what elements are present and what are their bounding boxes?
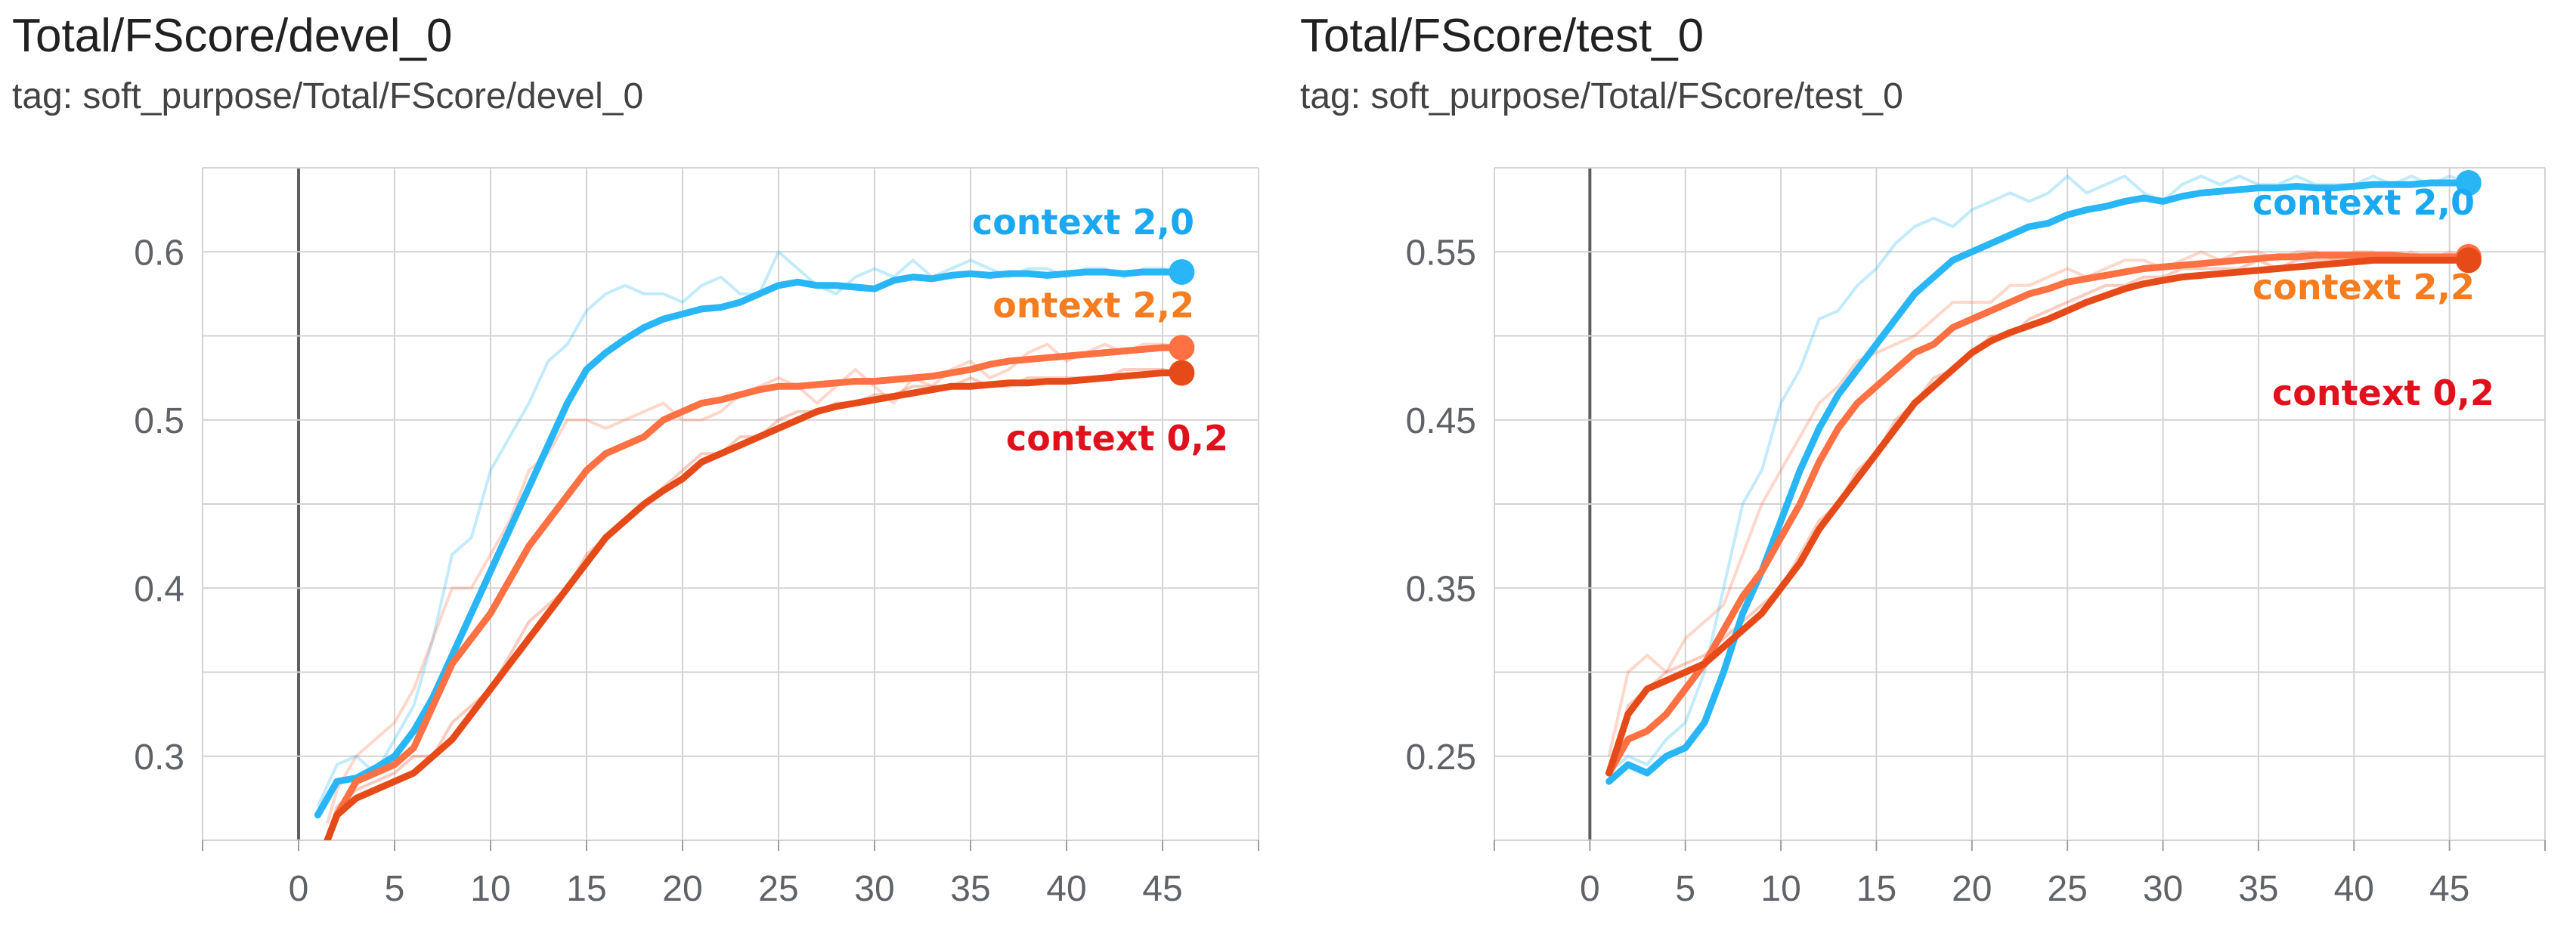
chart-tag: tag: soft_purpose/Total/FScore/test_0 <box>1300 76 1903 116</box>
series-raw-line-2 <box>326 368 1182 840</box>
x-tick-label: 30 <box>854 869 894 909</box>
chart-panel-test: Total/FScore/test_0 tag: soft_purpose/To… <box>1288 0 2573 937</box>
x-tick-label: 20 <box>662 869 702 909</box>
series-end-point-2[interactable] <box>2455 247 2482 274</box>
series-label-0: context 2,0 <box>2252 182 2475 223</box>
series-line-2[interactable] <box>324 369 1185 840</box>
x-tick-label: 25 <box>2047 869 2087 909</box>
x-tick-label: 10 <box>470 869 510 909</box>
series-raw-line-0 <box>316 250 1182 808</box>
x-tick-label: 45 <box>1142 869 1182 909</box>
series-line-1[interactable] <box>324 344 1185 840</box>
series-line-0[interactable] <box>1605 179 2472 785</box>
y-tick-label: 0.25 <box>1406 738 1476 778</box>
x-tick-label: 35 <box>2238 869 2278 909</box>
series-end-point-0[interactable] <box>1169 258 1195 285</box>
chart-tag: tag: soft_purpose/Total/FScore/devel_0 <box>12 76 644 116</box>
x-tick-label: 40 <box>2334 869 2374 909</box>
series-line-2[interactable] <box>1605 256 2472 777</box>
y-tick-label: 0.5 <box>134 401 184 441</box>
series-raw-line-1 <box>326 342 1182 824</box>
x-tick-label: 15 <box>1856 869 1896 909</box>
x-tick-label: 5 <box>385 869 405 909</box>
series-end-point-1[interactable] <box>1169 335 1195 361</box>
y-tick-label: 0.3 <box>134 738 184 778</box>
series-line-1[interactable] <box>1605 252 2472 777</box>
series-raw-line-2 <box>1607 258 2469 774</box>
series-line-0[interactable] <box>314 268 1185 819</box>
y-tick-label: 0.45 <box>1406 401 1476 441</box>
x-tick-label: 5 <box>1675 869 1695 909</box>
series-label-2: context 0,2 <box>1006 418 1228 459</box>
x-tick-label: 25 <box>758 869 798 909</box>
series-end-point-2[interactable] <box>1169 360 1195 386</box>
line-chart-devel: 0 5 10 15 20 25 30 35 40 45 0.3 0.4 0.5 0.6 context 2,… <box>134 167 1259 909</box>
chart-title: Total/FScore/devel_0 <box>12 10 453 62</box>
chart-title: Total/FScore/test_0 <box>1300 10 1704 62</box>
raw-series-group <box>316 250 1182 840</box>
series-label-0: context 2,0 <box>972 202 1194 243</box>
x-tick-label: 0 <box>1580 869 1600 909</box>
x-tick-label: 15 <box>566 869 606 909</box>
y-tick-label: 0.55 <box>1406 233 1476 273</box>
x-tick-label: 20 <box>1952 869 1992 909</box>
line-chart-test: 0 5 10 15 20 25 30 35 40 45 0.25 0.35 0.45 0.55 contex… <box>1406 167 2546 909</box>
series-label-1: ontext 2,2 <box>992 285 1194 326</box>
grid <box>202 167 1259 841</box>
y-tick-label: 0.4 <box>134 569 184 609</box>
smoothed-series-group <box>314 268 1185 840</box>
x-tick-label: 35 <box>950 869 990 909</box>
chart-panel-devel: Total/FScore/devel_0 tag: soft_purpose/T… <box>0 0 1285 937</box>
x-tick-label: 10 <box>1760 869 1800 909</box>
x-tick-label: 0 <box>289 869 309 909</box>
series-label-2: context 0,2 <box>2272 373 2494 413</box>
x-tick-label: 40 <box>1046 869 1086 909</box>
series-end-point-0[interactable] <box>2455 170 2482 196</box>
y-tick-label: 0.35 <box>1406 569 1476 609</box>
series-label-1: context 2,2 <box>2252 267 2475 308</box>
y-tick-label: 0.6 <box>134 233 184 273</box>
smoothed-series-group <box>1605 179 2472 785</box>
x-tick-label: 30 <box>2143 869 2183 909</box>
x-tick-label: 45 <box>2429 869 2469 909</box>
